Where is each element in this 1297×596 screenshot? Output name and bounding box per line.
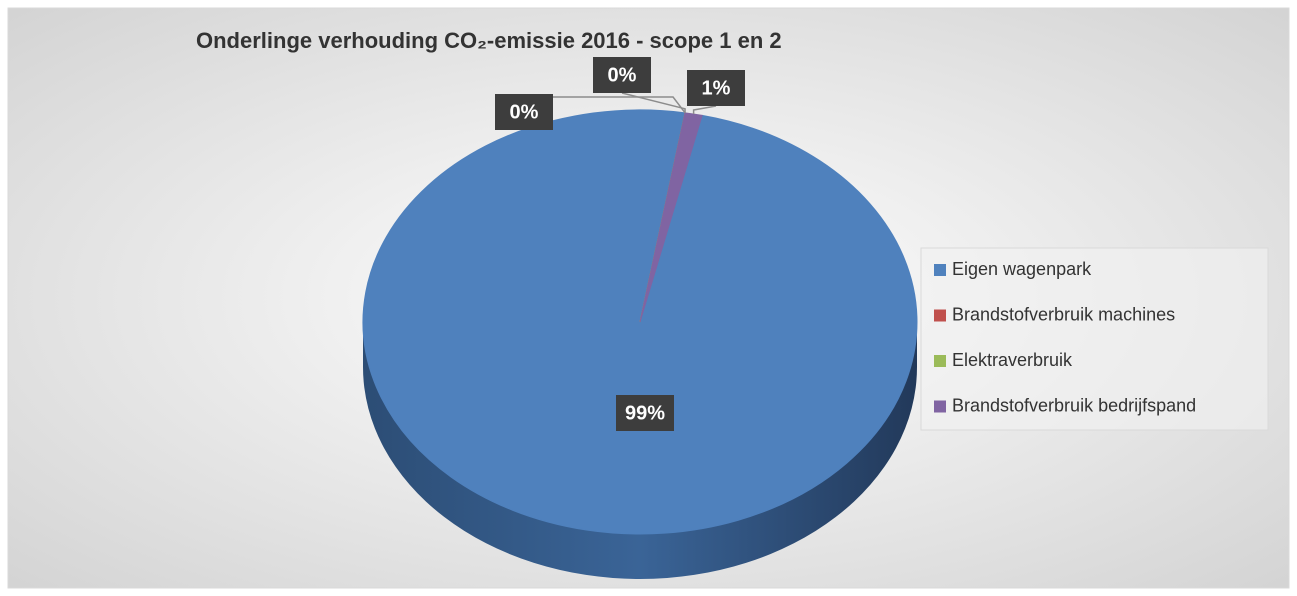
legend xyxy=(920,247,1269,431)
data-label-box xyxy=(593,57,651,93)
pie-side xyxy=(363,322,917,579)
legend-swatch xyxy=(934,400,946,413)
data-label: 0% xyxy=(608,64,637,86)
pie-slice xyxy=(639,112,703,323)
data-label-box xyxy=(616,395,674,431)
legend-swatch xyxy=(934,355,946,367)
legend-label: Elektraverbruik xyxy=(952,350,1073,370)
data-label: 1% xyxy=(702,77,731,99)
legend-label: Eigen wagenpark xyxy=(952,259,1092,279)
leader-line xyxy=(621,92,686,113)
chart-title: Onderlinge verhouding CO₂-emissie 2016 -… xyxy=(196,28,782,53)
data-label: 99% xyxy=(625,402,665,424)
legend-label: Brandstofverbruik machines xyxy=(952,304,1175,324)
legend-label: Brandstofverbruik bedrijfspand xyxy=(952,395,1196,415)
legend-swatch xyxy=(934,264,946,276)
data-label: 0% xyxy=(510,101,539,123)
data-label-box xyxy=(495,94,553,130)
leader-line xyxy=(692,105,717,115)
legend-swatch xyxy=(934,309,946,322)
data-label-box xyxy=(687,70,745,106)
